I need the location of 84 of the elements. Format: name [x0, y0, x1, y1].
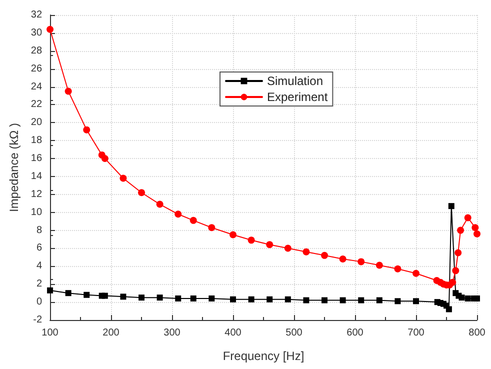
point	[376, 297, 382, 304]
y-tick-label: -2	[33, 314, 42, 326]
y-tick-label: 32	[30, 10, 42, 20]
point	[322, 297, 328, 304]
y-tick-label: 10	[30, 206, 42, 218]
x-axis-title: Frequency [Hz]	[222, 349, 304, 363]
point	[472, 224, 479, 232]
point	[457, 226, 464, 234]
y-tick-label: 24	[30, 81, 42, 92]
point	[303, 297, 310, 304]
x-tick-label: 100	[42, 328, 59, 338]
point	[394, 265, 402, 272]
point	[64, 88, 72, 95]
legend-label: Experiment	[267, 90, 328, 104]
point	[394, 298, 401, 304]
y-tick-label: 26	[30, 63, 42, 74]
y-tick-label: 14	[30, 170, 42, 182]
point	[266, 241, 274, 248]
point	[464, 295, 471, 302]
point	[340, 297, 346, 304]
point	[156, 294, 163, 301]
point	[120, 174, 127, 182]
point	[208, 224, 216, 232]
y-tick-label: 20	[30, 117, 42, 128]
point	[474, 230, 480, 238]
x-tick-label: 800	[468, 328, 486, 338]
x-tick-label: 700	[408, 328, 425, 338]
point	[446, 306, 452, 312]
point	[47, 287, 54, 294]
point	[266, 296, 273, 302]
point	[156, 200, 164, 208]
y-tick-label: 6	[36, 242, 42, 254]
point	[46, 26, 54, 33]
point	[230, 231, 237, 238]
point	[208, 295, 215, 302]
point	[138, 294, 145, 301]
point	[454, 249, 462, 256]
y-tick-label: 22	[30, 99, 42, 110]
point	[190, 295, 196, 302]
point	[65, 290, 72, 296]
point	[458, 294, 465, 301]
y-tick-label: 0	[36, 296, 42, 308]
y-axis-title: Impedance (kΩ )	[7, 122, 21, 212]
point	[248, 296, 254, 302]
point	[101, 155, 108, 162]
point	[190, 216, 197, 224]
point	[321, 252, 328, 259]
y-tick-label: 16	[30, 153, 42, 164]
y-tick-label: 8	[36, 224, 42, 236]
point	[284, 296, 291, 302]
point	[412, 270, 420, 277]
point	[376, 262, 383, 269]
y-tick-label: 28	[30, 45, 42, 56]
legend-label: Simulation	[267, 74, 324, 88]
point	[174, 210, 182, 218]
x-tick-label: 300	[164, 328, 181, 338]
point	[452, 267, 460, 274]
y-tick-label: 4	[36, 260, 42, 272]
x-tick-label: 500	[286, 328, 303, 338]
point	[302, 248, 310, 256]
point	[339, 256, 346, 262]
point	[230, 296, 236, 302]
point	[175, 295, 182, 302]
y-tick-label: 18	[30, 135, 42, 146]
x-tick-label: 400	[224, 328, 242, 338]
point	[449, 278, 456, 286]
point	[464, 214, 472, 222]
x-tick-label: 200	[102, 328, 120, 338]
point	[474, 295, 480, 302]
point	[284, 244, 292, 252]
y-tick-label: 30	[30, 27, 42, 38]
point	[448, 203, 454, 210]
point	[120, 294, 126, 300]
point	[84, 292, 90, 298]
point	[83, 126, 90, 134]
y-tick-label: 12	[30, 188, 42, 200]
y-tick-label: 2	[36, 278, 42, 290]
point	[413, 298, 420, 304]
x-tick-label: 600	[346, 328, 364, 338]
point	[248, 236, 255, 244]
point	[358, 297, 364, 304]
point	[358, 258, 365, 266]
point	[102, 292, 108, 299]
point	[138, 189, 146, 196]
